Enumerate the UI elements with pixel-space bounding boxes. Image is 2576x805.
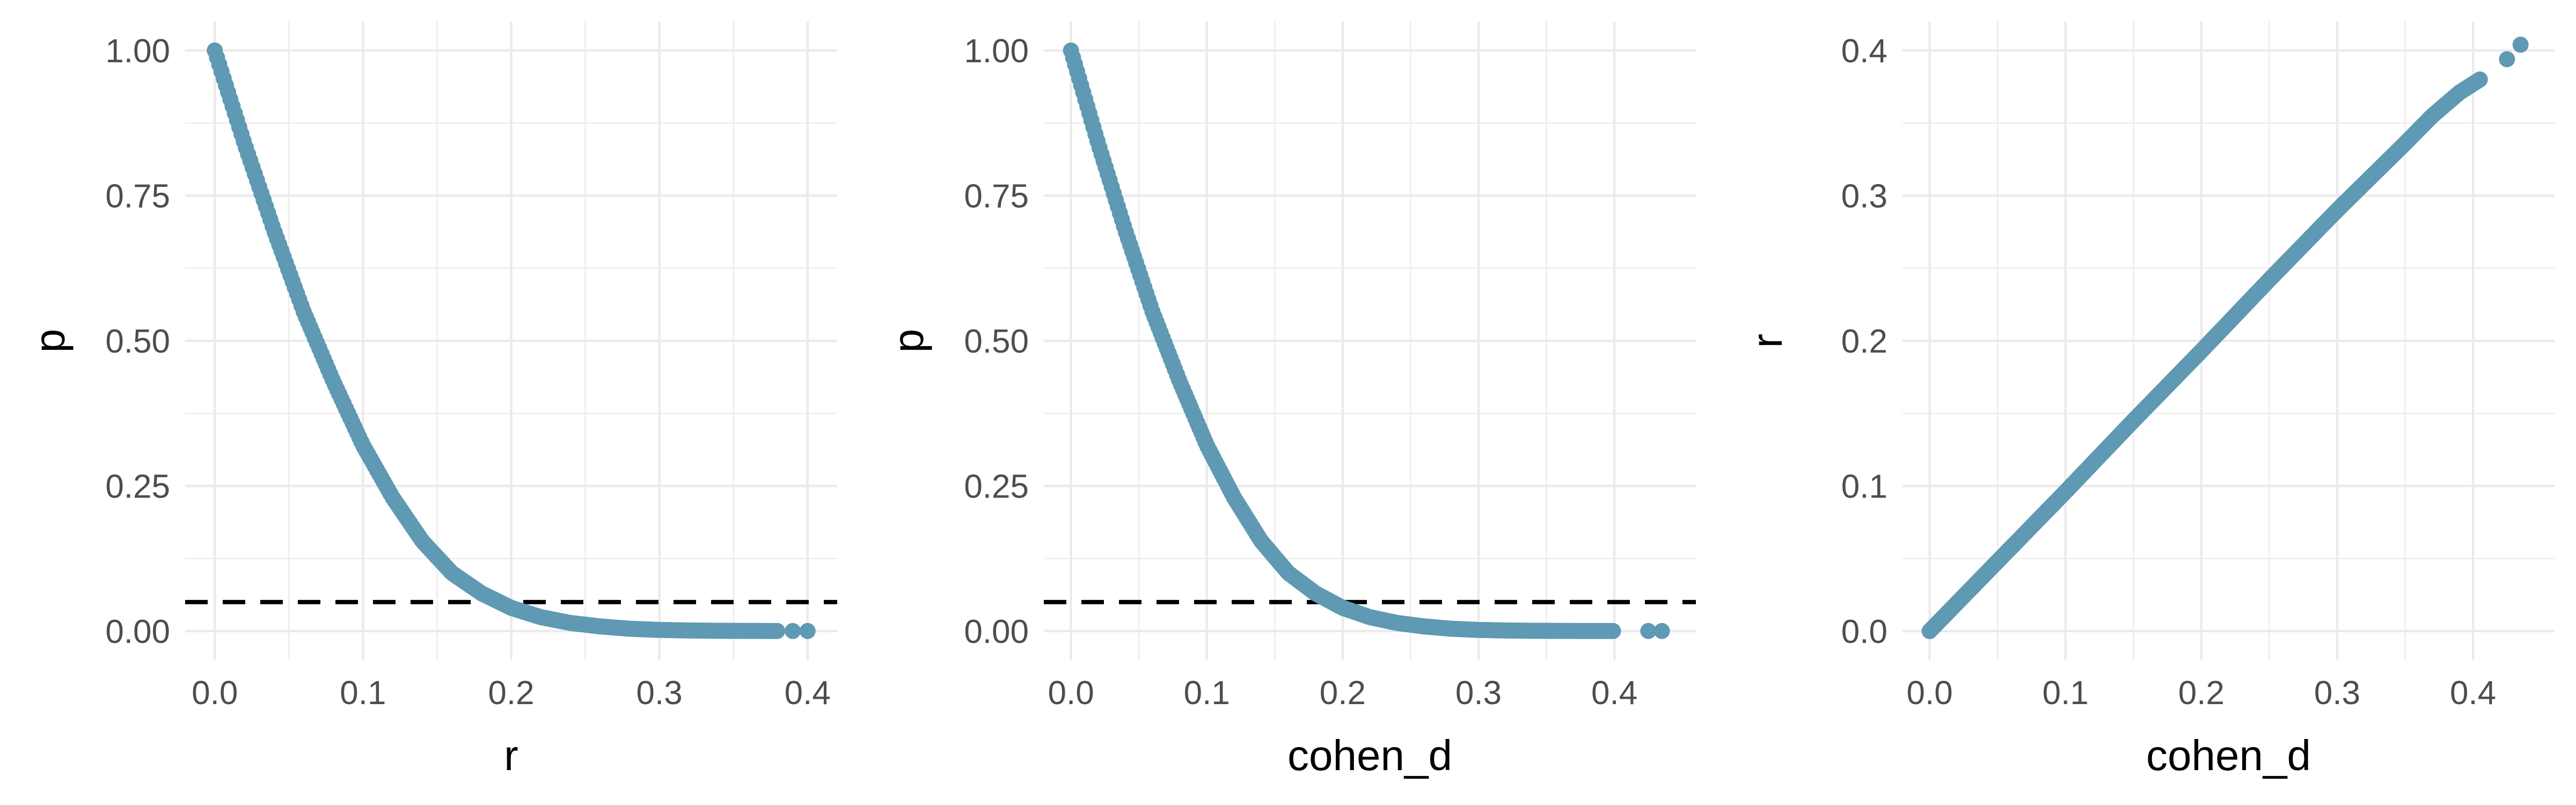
y-tick-label: 0.75	[105, 178, 170, 215]
panel-p-vs-r: 0.0 0.1 0.2 0.3 0.4 0.00 0.25 0.50 0.75 1.00 r p	[26, 21, 837, 779]
x-tick-label: 0.4	[785, 675, 831, 712]
y-axis-title: r	[1743, 334, 1791, 348]
x-tick-label: 0.3	[1455, 675, 1502, 712]
data-point	[1653, 623, 1670, 639]
x-axis-title: cohen_d	[2146, 731, 2311, 779]
data-point	[2499, 51, 2515, 68]
data-point	[2471, 71, 2488, 88]
data-point	[1640, 623, 1657, 639]
y-tick-label: 0.25	[105, 468, 170, 505]
x-tick-label: 0.0	[1048, 675, 1094, 712]
y-tick-label: 0.50	[964, 323, 1029, 360]
y-tick-label: 0.50	[105, 323, 170, 360]
data-point	[1605, 623, 1621, 639]
y-tick-label: 0.0	[1841, 613, 1887, 650]
y-tick-label: 0.3	[1841, 178, 1887, 215]
data-point	[785, 623, 801, 639]
x-tick-label: 0.2	[1320, 675, 1366, 712]
x-tick-label: 0.4	[2450, 675, 2496, 712]
y-axis-title: p	[884, 329, 932, 353]
y-tick-label: 0.2	[1841, 323, 1887, 360]
y-tick-label: 0.75	[964, 178, 1029, 215]
data-point	[2512, 36, 2529, 53]
x-tick-label: 0.1	[340, 675, 386, 712]
panel-r-vs-cohen-d: 0.0 0.1 0.2 0.3 0.4 0.0 0.1 0.2 0.3 0.4 cohen_d r	[1743, 21, 2555, 779]
data-point	[799, 623, 816, 639]
x-tick-label: 0.2	[2178, 675, 2224, 712]
x-axis-title: cohen_d	[1287, 731, 1452, 779]
y-tick-label: 0.00	[964, 613, 1029, 650]
x-tick-label: 0.4	[1591, 675, 1637, 712]
x-axis-title: r	[504, 731, 518, 779]
y-axis-title: p	[26, 329, 74, 353]
x-tick-label: 0.2	[488, 675, 534, 712]
x-tick-label: 0.0	[192, 675, 238, 712]
panel-p-vs-cohen-d: 0.0 0.1 0.2 0.3 0.4 0.00 0.25 0.50 0.75 1.00 cohen…	[884, 21, 1696, 779]
y-tick-label: 0.00	[105, 613, 170, 650]
y-tick-label: 0.1	[1841, 468, 1887, 505]
y-tick-label: 1.00	[964, 33, 1029, 70]
x-tick-label: 0.1	[2043, 675, 2089, 712]
x-tick-label: 0.3	[636, 675, 683, 712]
y-tick-label: 0.25	[964, 468, 1029, 505]
y-tick-label: 1.00	[105, 33, 170, 70]
x-tick-label: 0.1	[1184, 675, 1230, 712]
y-tick-label: 0.4	[1841, 33, 1887, 70]
data-point	[769, 623, 786, 639]
x-tick-label: 0.0	[1907, 675, 1953, 712]
x-tick-label: 0.3	[2314, 675, 2360, 712]
